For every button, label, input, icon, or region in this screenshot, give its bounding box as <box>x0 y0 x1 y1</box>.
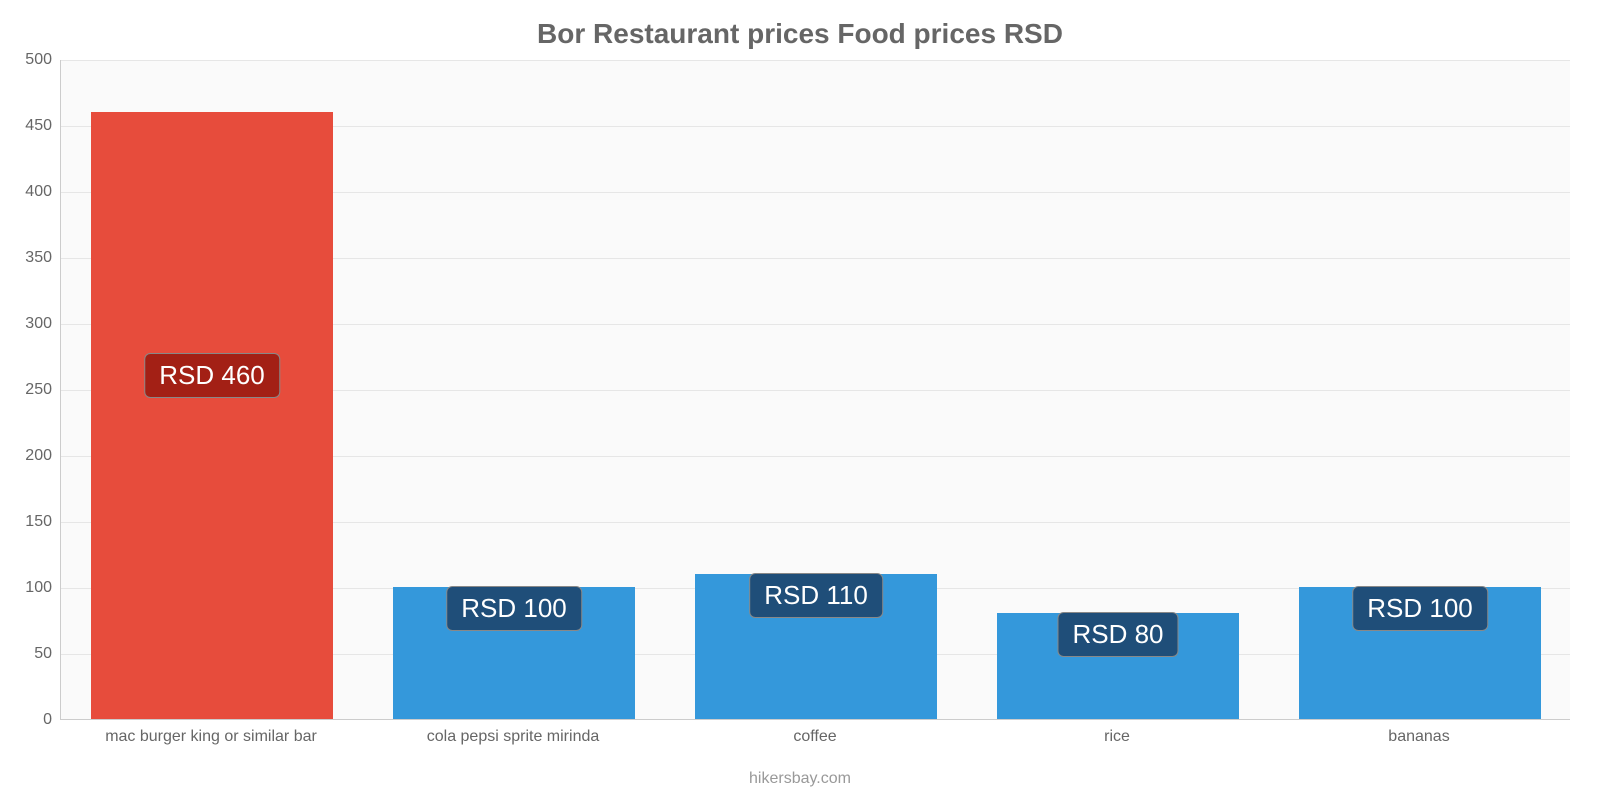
y-tick-label: 50 <box>4 645 52 663</box>
chart-title: Bor Restaurant prices Food prices RSD <box>0 18 1600 50</box>
x-axis-labels: mac burger king or similar bar cola pepsi… <box>60 728 1570 758</box>
y-tick-label: 400 <box>4 183 52 201</box>
y-tick-label: 100 <box>4 579 52 597</box>
bar-slot: RSD 100 <box>1269 60 1571 719</box>
x-tick-label: rice <box>1104 728 1130 746</box>
y-tick-label: 150 <box>4 513 52 531</box>
bar-slot: RSD 100 <box>363 60 665 719</box>
bar-slot: RSD 80 <box>967 60 1269 719</box>
attribution-text: hikersbay.com <box>0 770 1600 788</box>
value-badge: RSD 460 <box>144 353 280 398</box>
y-tick-label: 500 <box>4 51 52 69</box>
bar <box>91 112 333 719</box>
y-tick-label: 450 <box>4 117 52 135</box>
y-tick-label: 0 <box>4 711 52 729</box>
plot-area: RSD 460 RSD 100 RSD 110 RSD 80 RSD 100 <box>60 60 1570 720</box>
x-tick-label: coffee <box>793 728 836 746</box>
x-tick-label: bananas <box>1388 728 1449 746</box>
y-tick-label: 250 <box>4 381 52 399</box>
bar-slot: RSD 460 <box>61 60 363 719</box>
bar-slot: RSD 110 <box>665 60 967 719</box>
y-tick-label: 200 <box>4 447 52 465</box>
chart-container: Bor Restaurant prices Food prices RSD RS… <box>0 0 1600 800</box>
y-tick-label: 350 <box>4 249 52 267</box>
value-badge: RSD 110 <box>749 573 883 618</box>
bars-layer: RSD 460 RSD 100 RSD 110 RSD 80 RSD 100 <box>61 60 1570 719</box>
y-tick-label: 300 <box>4 315 52 333</box>
value-badge: RSD 100 <box>446 586 582 631</box>
value-badge: RSD 80 <box>1057 612 1178 657</box>
value-badge: RSD 100 <box>1352 586 1488 631</box>
x-tick-label: mac burger king or similar bar <box>105 728 317 746</box>
x-tick-label: cola pepsi sprite mirinda <box>427 728 600 746</box>
